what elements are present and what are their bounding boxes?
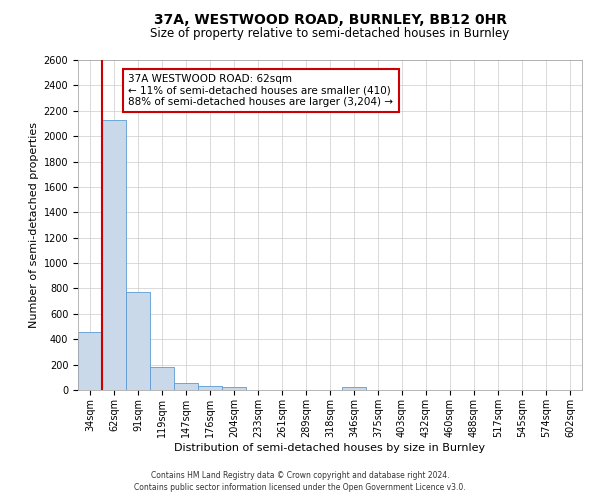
- Y-axis label: Number of semi-detached properties: Number of semi-detached properties: [29, 122, 40, 328]
- Text: Contains public sector information licensed under the Open Government Licence v3: Contains public sector information licen…: [134, 484, 466, 492]
- X-axis label: Distribution of semi-detached houses by size in Burnley: Distribution of semi-detached houses by …: [175, 442, 485, 452]
- Bar: [150, 366, 174, 390]
- Bar: [102, 120, 126, 390]
- Text: 37A, WESTWOOD ROAD, BURNLEY, BB12 0HR: 37A, WESTWOOD ROAD, BURNLEY, BB12 0HR: [154, 12, 506, 26]
- Bar: [126, 292, 150, 390]
- Bar: [174, 383, 198, 390]
- Text: Contains HM Land Registry data © Crown copyright and database right 2024.: Contains HM Land Registry data © Crown c…: [151, 471, 449, 480]
- Bar: [78, 332, 102, 390]
- Text: 37A WESTWOOD ROAD: 62sqm
← 11% of semi-detached houses are smaller (410)
88% of : 37A WESTWOOD ROAD: 62sqm ← 11% of semi-d…: [128, 74, 394, 107]
- Bar: [342, 388, 366, 390]
- Bar: [198, 386, 222, 390]
- Bar: [222, 388, 246, 390]
- Text: Size of property relative to semi-detached houses in Burnley: Size of property relative to semi-detach…: [151, 28, 509, 40]
